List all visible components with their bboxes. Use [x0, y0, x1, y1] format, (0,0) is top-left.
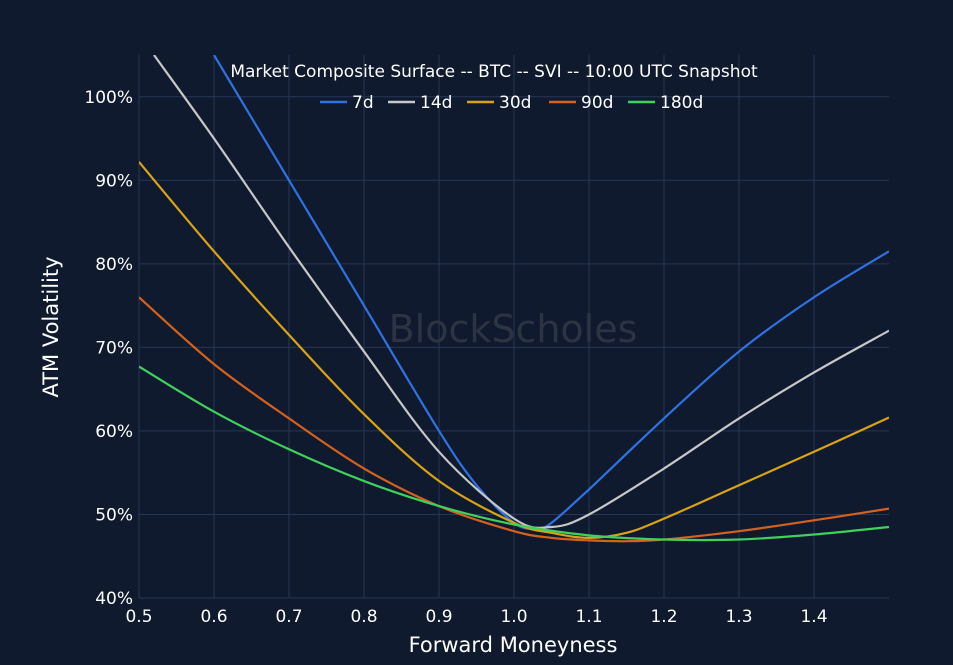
watermark: BlockScholes: [389, 307, 638, 351]
x-tick-label: 1.1: [575, 607, 602, 627]
y-axis-title: ATM Volatility: [39, 256, 63, 397]
x-tick-label: 0.8: [350, 607, 377, 627]
y-tick-label: 70%: [95, 338, 133, 358]
y-tick-label: 80%: [95, 255, 133, 275]
legend-label-7d: 7d: [352, 93, 374, 113]
series-line-30d: [139, 161, 889, 539]
legend: 7d 14d 30d 90d 180d: [320, 93, 703, 113]
x-tick-labels: 0.5 0.6 0.7 0.8 0.9 1.0 1.1 1.2 1.3 1.4: [125, 607, 827, 627]
y-tick-label: 90%: [95, 171, 133, 191]
series-line-7d: [213, 55, 889, 530]
y-tick-label: 50%: [95, 505, 133, 525]
series-line-180d: [139, 365, 889, 542]
legend-label-14d: 14d: [420, 93, 452, 113]
x-tick-label: 1.0: [500, 607, 527, 627]
x-tick-label: 1.2: [650, 607, 677, 627]
series-line-14d: [153, 55, 889, 530]
x-tick-label: 1.3: [725, 607, 752, 627]
x-tick-label: 1.4: [800, 607, 827, 627]
y-tick-label: 100%: [84, 88, 133, 108]
y-tick-label: 60%: [95, 422, 133, 442]
x-tick-label: 0.6: [200, 607, 227, 627]
legend-label-180d: 180d: [660, 93, 703, 113]
y-tick-label: 40%: [95, 589, 133, 609]
legend-label-30d: 30d: [499, 93, 531, 113]
y-tick-labels: 40% 50% 60% 70% 80% 90% 100%: [84, 88, 133, 609]
grid-lines: [138, 55, 889, 599]
chart-title: Market Composite Surface -- BTC -- SVI -…: [230, 62, 758, 82]
series-lines: [139, 55, 889, 543]
legend-label-90d: 90d: [581, 93, 613, 113]
x-tick-label: 0.7: [275, 607, 302, 627]
series-line-90d: [139, 296, 889, 543]
x-tick-label: 0.9: [425, 607, 452, 627]
x-tick-label: 0.5: [125, 607, 152, 627]
x-axis-title: Forward Moneyness: [409, 633, 618, 657]
